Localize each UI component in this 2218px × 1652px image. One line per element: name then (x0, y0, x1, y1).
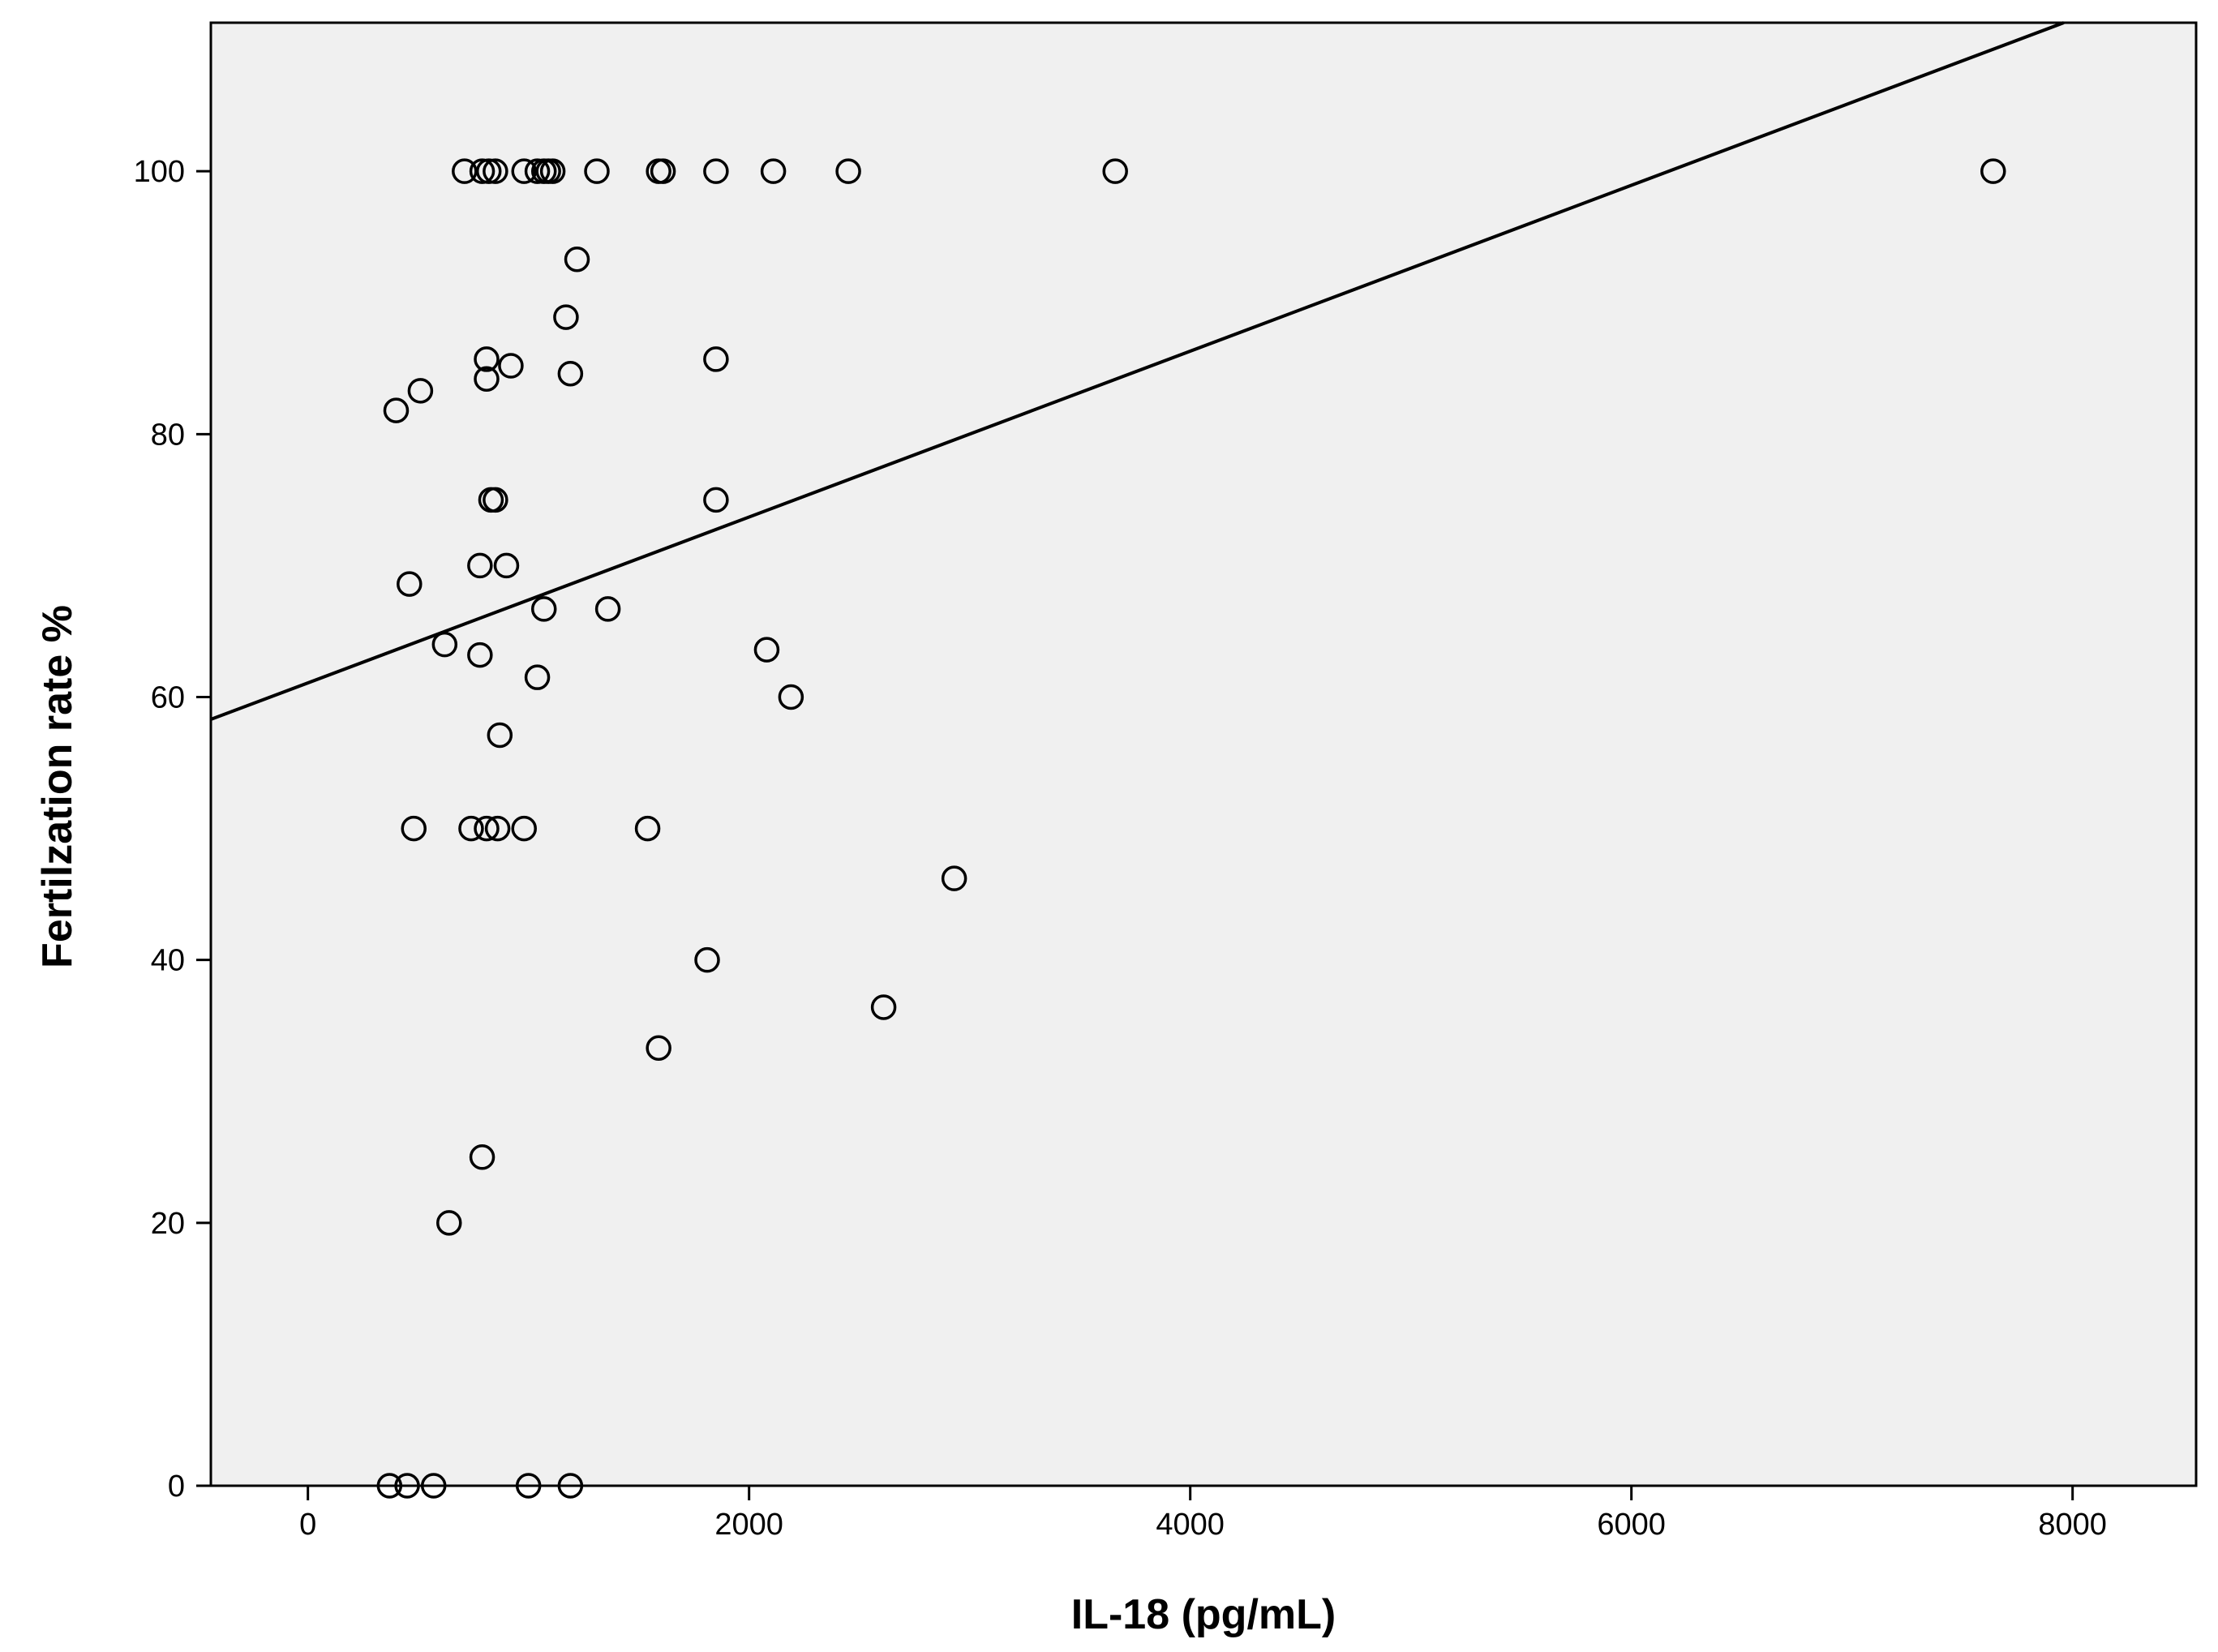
data-point (835, 158, 861, 184)
data-point (511, 815, 537, 842)
plot-frame (209, 21, 2198, 1487)
data-point (524, 158, 551, 184)
data-point (436, 1210, 462, 1236)
x-tick-label: 6000 (1597, 1508, 1666, 1542)
data-point (634, 815, 661, 842)
data-point (870, 994, 897, 1020)
data-point (557, 361, 584, 387)
data-point (383, 397, 410, 423)
data-point (401, 815, 427, 842)
data-point (452, 158, 478, 184)
data-point (407, 378, 434, 404)
data-point (431, 631, 458, 658)
data-point (474, 815, 500, 842)
data-point (511, 158, 537, 184)
data-point (397, 571, 423, 597)
data-point (703, 158, 729, 184)
y-tick-label: 40 (151, 944, 185, 978)
y-axis-title: Fertilzation rate % (34, 605, 81, 968)
data-point (650, 158, 676, 184)
data-points (376, 158, 2006, 1499)
data-point (564, 247, 590, 272)
data-point (484, 815, 511, 842)
plot-area (211, 23, 2196, 1486)
x-tick-label: 0 (299, 1508, 316, 1542)
data-point (475, 158, 502, 184)
data-point (584, 158, 610, 184)
data-point (530, 596, 557, 622)
data-point (703, 346, 729, 372)
data-point (474, 366, 500, 392)
data-point (474, 346, 500, 372)
data-point (760, 158, 787, 184)
data-point (483, 158, 508, 184)
data-point (483, 487, 508, 513)
data-point (1980, 158, 2006, 184)
data-point (498, 353, 524, 379)
data-point (467, 552, 493, 579)
data-point (594, 596, 621, 622)
y-tick-label: 100 (134, 155, 185, 189)
x-axis: 0 2000 4000 6000 8000 (299, 1486, 2107, 1542)
y-tick-label: 60 (151, 680, 185, 714)
data-point (778, 684, 804, 710)
data-point (1102, 158, 1128, 184)
y-tick-label: 80 (151, 418, 185, 452)
data-point (469, 1144, 496, 1170)
data-point (458, 815, 484, 842)
data-point (524, 664, 551, 690)
y-tick-label: 0 (168, 1470, 185, 1504)
y-tick-label: 20 (151, 1207, 185, 1241)
data-point (487, 722, 513, 749)
x-tick-label: 8000 (2038, 1508, 2107, 1542)
data-point (539, 158, 566, 184)
data-point (646, 1035, 671, 1062)
x-tick-label: 4000 (1156, 1508, 1225, 1542)
data-point (467, 641, 493, 668)
data-point (553, 304, 579, 330)
data-point (753, 637, 780, 663)
x-axis-title: IL-18 (pg/mL) (1071, 1591, 1336, 1638)
data-point (694, 946, 720, 973)
y-axis: 0 20 40 60 80 100 (134, 155, 211, 1504)
data-point (703, 487, 729, 513)
data-point (469, 158, 496, 184)
x-tick-label: 2000 (714, 1508, 783, 1542)
data-point (493, 552, 520, 579)
data-point (941, 865, 967, 891)
regression-line (210, 21, 2065, 721)
